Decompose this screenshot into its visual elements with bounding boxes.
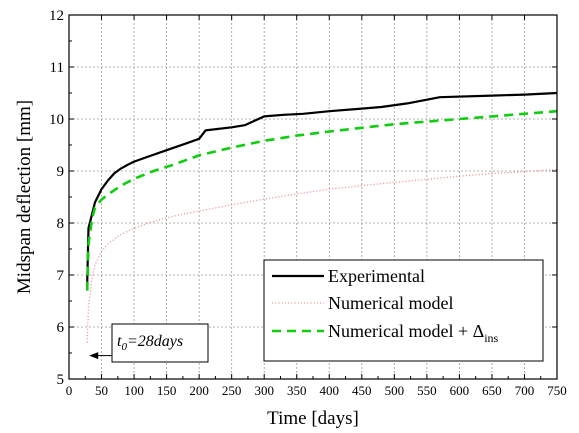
legend-label-numerical-model-ins: Numerical model + Δins <box>328 321 499 345</box>
y-tick-label: 12 <box>49 8 64 24</box>
x-tick-label: 400 <box>320 383 340 398</box>
y-tick-label: 7 <box>57 268 65 284</box>
y-tick-label: 5 <box>57 372 65 388</box>
y-tick-label: 9 <box>57 164 65 180</box>
y-tick-label: 11 <box>50 60 64 76</box>
series-line-2 <box>85 109 558 291</box>
x-tick-label: 650 <box>482 383 502 398</box>
series-line-0 <box>86 91 558 283</box>
annotation-text: t0=28days <box>117 333 183 353</box>
annotation-subscript: 0 <box>121 341 127 353</box>
x-tick-label: 250 <box>222 383 242 398</box>
x-tick-label: 300 <box>254 383 274 398</box>
legend-label-experimental-main: Experimental <box>328 266 425 286</box>
y-axis-title: Midspan deflection [mm] <box>14 100 35 294</box>
x-tick-label: 0 <box>66 383 73 398</box>
annotation-t-symbol: t <box>117 333 122 350</box>
y-tick-label: 8 <box>57 216 65 232</box>
legend-label-numerical-model-main: Numerical model <box>328 293 453 313</box>
x-tick-label: 200 <box>189 383 209 398</box>
legend-label-numerical-model: Numerical model <box>328 293 453 313</box>
series-lines <box>85 91 558 343</box>
t0-annotation: t0=28days <box>89 323 209 363</box>
legend-label-numerical-model-ins-main: Numerical model + Δ <box>328 321 484 341</box>
annotation-value: =28days <box>127 333 183 350</box>
tick-labels: 0 50 100 150 200 250 300 350 400 450 500 550 600 650 7… <box>49 8 567 398</box>
y-tick-label: 10 <box>49 112 64 128</box>
x-tick-label: 450 <box>352 383 372 398</box>
series-line-1 <box>86 168 558 343</box>
annotation-arrow-head <box>89 352 99 360</box>
x-tick-label: 150 <box>157 383 177 398</box>
x-tick-label: 700 <box>515 383 535 398</box>
x-tick-label: 550 <box>417 383 437 398</box>
legend-label-ins-subscript: ins <box>484 331 498 345</box>
x-tick-label: 350 <box>287 383 307 398</box>
x-axis-title: Time [days] <box>267 408 359 429</box>
legend-label-experimental: Experimental <box>328 266 425 286</box>
x-tick-label: 750 <box>547 383 567 398</box>
x-tick-label: 50 <box>95 383 108 398</box>
x-tick-label: 600 <box>450 383 470 398</box>
axis-ticks <box>68 14 558 380</box>
legend: Experimental Numerical model Numerical m… <box>263 259 544 362</box>
annotation-box <box>111 323 209 363</box>
x-tick-label: 100 <box>124 383 144 398</box>
x-tick-label: 500 <box>385 383 405 398</box>
y-tick-label: 6 <box>57 320 65 336</box>
